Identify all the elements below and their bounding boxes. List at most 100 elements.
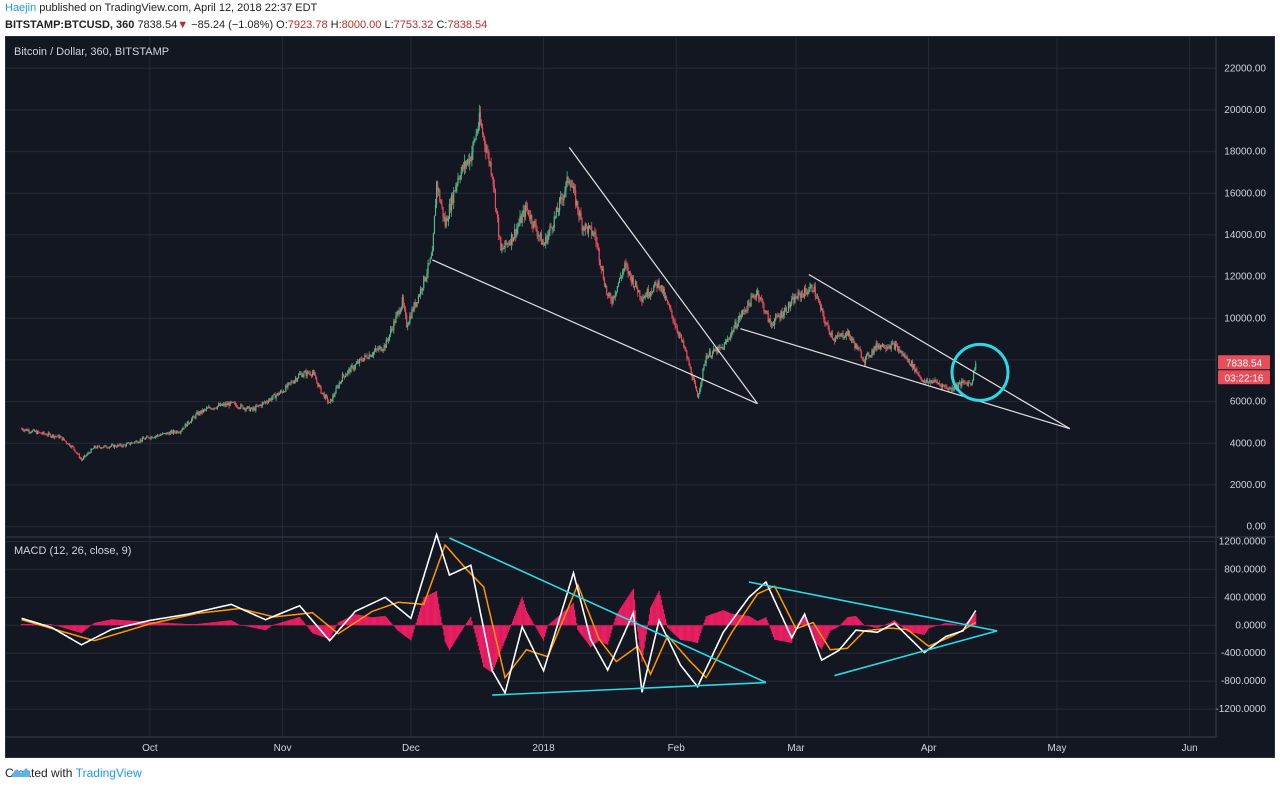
candle-body [41, 433, 43, 435]
histogram-bar [734, 614, 736, 626]
candle-body [463, 161, 466, 169]
histogram-bar [161, 622, 163, 626]
chart-svg[interactable]: 0.002000.004000.006000.008000.0010000.00… [6, 37, 1274, 757]
candle-body [634, 281, 637, 287]
author-link[interactable]: Haejin [5, 2, 37, 14]
histogram-bar [447, 625, 449, 649]
candle-body [594, 232, 596, 235]
candle-body [70, 446, 72, 448]
histogram-bar [471, 620, 473, 626]
candle-body [874, 346, 876, 350]
candle-body [149, 438, 151, 440]
candle-body [213, 407, 215, 409]
candle-body [49, 434, 52, 437]
candle-body [530, 215, 532, 219]
candle-body [181, 429, 183, 431]
candle-body [810, 284, 812, 287]
histogram-bar [713, 613, 715, 626]
histogram-bar [281, 622, 284, 626]
histogram-bar [232, 621, 234, 626]
candle-body [400, 306, 402, 312]
histogram-bar [579, 625, 581, 633]
candle-body [624, 262, 626, 269]
histogram-bar [341, 620, 344, 626]
histogram-bar [932, 625, 934, 628]
histogram-bar [926, 625, 929, 630]
candle-body [85, 455, 87, 457]
histogram-bar [521, 596, 523, 626]
histogram-bar [434, 591, 437, 626]
candle-body [141, 437, 144, 441]
candle-body [345, 375, 347, 378]
candle-body [58, 435, 60, 439]
histogram-bar [257, 625, 259, 629]
histogram-bar [614, 618, 616, 626]
candle-body [105, 445, 107, 448]
histogram-bar [792, 625, 794, 639]
histogram-bar [833, 625, 836, 629]
candle-body [960, 382, 962, 386]
histogram-bar [823, 625, 825, 645]
histogram-bar [410, 625, 412, 641]
candle-body [330, 399, 332, 402]
histogram-bar [445, 625, 447, 644]
candle-body [822, 308, 824, 313]
histogram-bar [537, 625, 539, 632]
candle-body [859, 349, 861, 352]
candle-body [884, 347, 886, 349]
histogram-bar [263, 625, 265, 630]
candle-body [332, 395, 334, 402]
candle-body [121, 446, 123, 447]
histogram-bar [351, 615, 353, 626]
histogram-bar [48, 624, 50, 626]
candle-body [602, 269, 605, 280]
histogram-bar [353, 614, 355, 626]
histogram-bar [744, 615, 746, 626]
histogram-bar [525, 611, 528, 626]
tradingview-link[interactable]: TradingView [75, 766, 142, 780]
histogram-bar [757, 620, 760, 626]
candle-body [767, 312, 769, 322]
histogram-bar [179, 623, 181, 626]
candle-body [291, 381, 293, 383]
candle-body [196, 411, 198, 414]
histogram-bar [62, 625, 64, 628]
histogram-bar [143, 621, 146, 626]
histogram-bar [772, 625, 775, 637]
chart-canvas[interactable]: 0.002000.004000.006000.008000.0010000.00… [5, 36, 1275, 758]
histogram-bar [878, 625, 881, 628]
histogram-bar [472, 625, 474, 626]
candle-body [905, 356, 907, 359]
histogram-bar [900, 625, 902, 626]
histogram-bar [868, 625, 870, 627]
candle-body [150, 436, 152, 439]
histogram-bar [65, 625, 68, 629]
candle-body [376, 348, 378, 350]
candle-body [431, 250, 433, 256]
candle-body [621, 276, 623, 278]
last-price-tag [1218, 355, 1270, 370]
histogram-bar [326, 625, 329, 639]
histogram-bar [779, 625, 781, 641]
histogram-bar [941, 623, 944, 626]
histogram-bar [34, 624, 37, 626]
candle-body [90, 449, 92, 453]
candle-body [715, 348, 717, 352]
histogram-bar [863, 625, 866, 626]
candle-body [56, 436, 58, 438]
candle-body [277, 393, 279, 395]
candle-body [271, 398, 273, 401]
histogram-bar [759, 620, 761, 626]
histogram-bar [569, 605, 571, 626]
candle-body [242, 405, 244, 409]
candle-body [490, 162, 492, 174]
histogram-bar [828, 625, 830, 634]
histogram-bar [312, 625, 315, 634]
candle-body [245, 408, 247, 411]
histogram-bar [367, 616, 369, 626]
candle-body [101, 447, 103, 449]
histogram-bar [975, 613, 977, 626]
histogram-bar [656, 594, 658, 626]
candle-body [124, 444, 126, 447]
histogram-bar [162, 622, 164, 626]
